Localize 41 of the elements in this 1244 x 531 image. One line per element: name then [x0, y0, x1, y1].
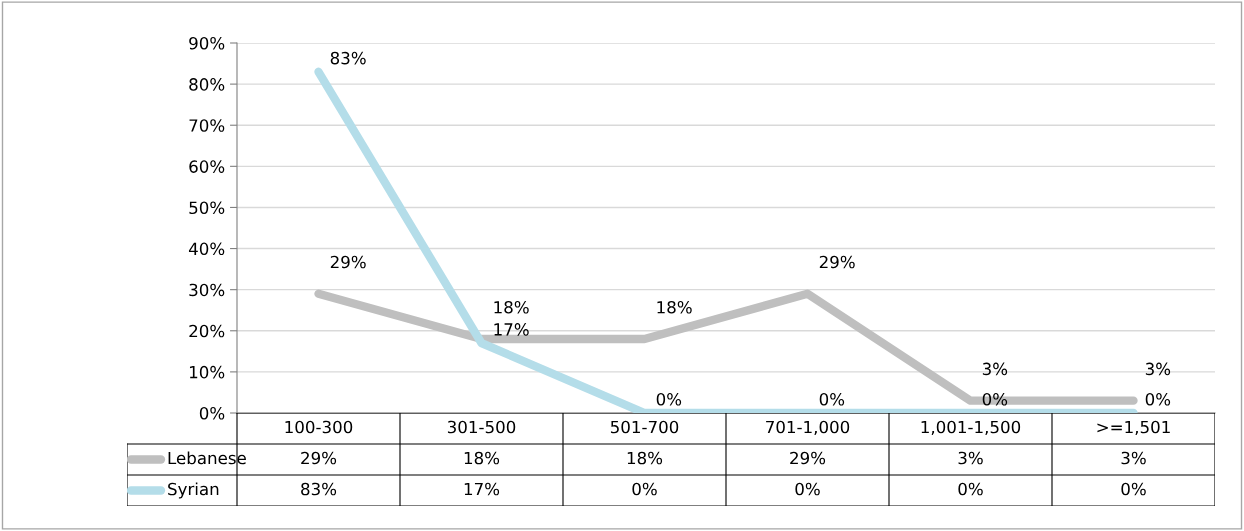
x-tick-label: 100-300 [285, 420, 353, 434]
data-label: 0% [632, 482, 657, 496]
y-tick-label: 50% [189, 201, 225, 215]
data-label: 3% [1121, 451, 1146, 465]
data-label: 3% [958, 451, 983, 465]
data-label: 18% [627, 451, 663, 465]
data-label: 83% [301, 482, 337, 496]
x-tick-label: 701-1,000 [766, 420, 850, 436]
text: 18% [494, 300, 529, 314]
text: 83% [330, 51, 366, 65]
text: 3% [1145, 362, 1171, 376]
data-label: 17% [464, 482, 500, 496]
text: 3% [982, 362, 1008, 376]
y-tick-label: 40% [188, 242, 225, 256]
data-label: 0% [795, 482, 820, 496]
y-tick-label: 30% [189, 283, 225, 297]
y-tick-label: 10% [189, 365, 225, 379]
data-label: 29% [790, 451, 826, 465]
text: 0% [1145, 393, 1171, 406]
data-label: 18% [464, 451, 500, 465]
y-tick-label: 70% [189, 119, 225, 132]
x-tick-label: 1,001-1,500 [921, 420, 1021, 436]
y-tick-label: 80% [189, 78, 225, 91]
legend-label: Syrian [168, 482, 219, 499]
data-label: 0% [958, 482, 983, 496]
text: 29% [819, 255, 855, 269]
text: 18% [657, 300, 692, 314]
data-label: 0% [1121, 482, 1146, 496]
text: 29% [330, 255, 366, 269]
text: 0% [819, 393, 845, 406]
x-tick-label: 501-700 [610, 420, 679, 434]
x-tick-label: >=1,501 [1097, 420, 1170, 436]
y-tick-label: 20% [189, 324, 225, 338]
x-tick-label: 301-500 [447, 420, 516, 434]
text: 0% [982, 393, 1008, 406]
text: 17% [494, 323, 529, 336]
text: 0% [656, 393, 682, 406]
y-tick-label: 60% [189, 160, 225, 173]
data-label: 29% [301, 451, 337, 465]
y-tick-label: 90% [189, 36, 225, 50]
y-tick-label: 0% [199, 406, 225, 420]
